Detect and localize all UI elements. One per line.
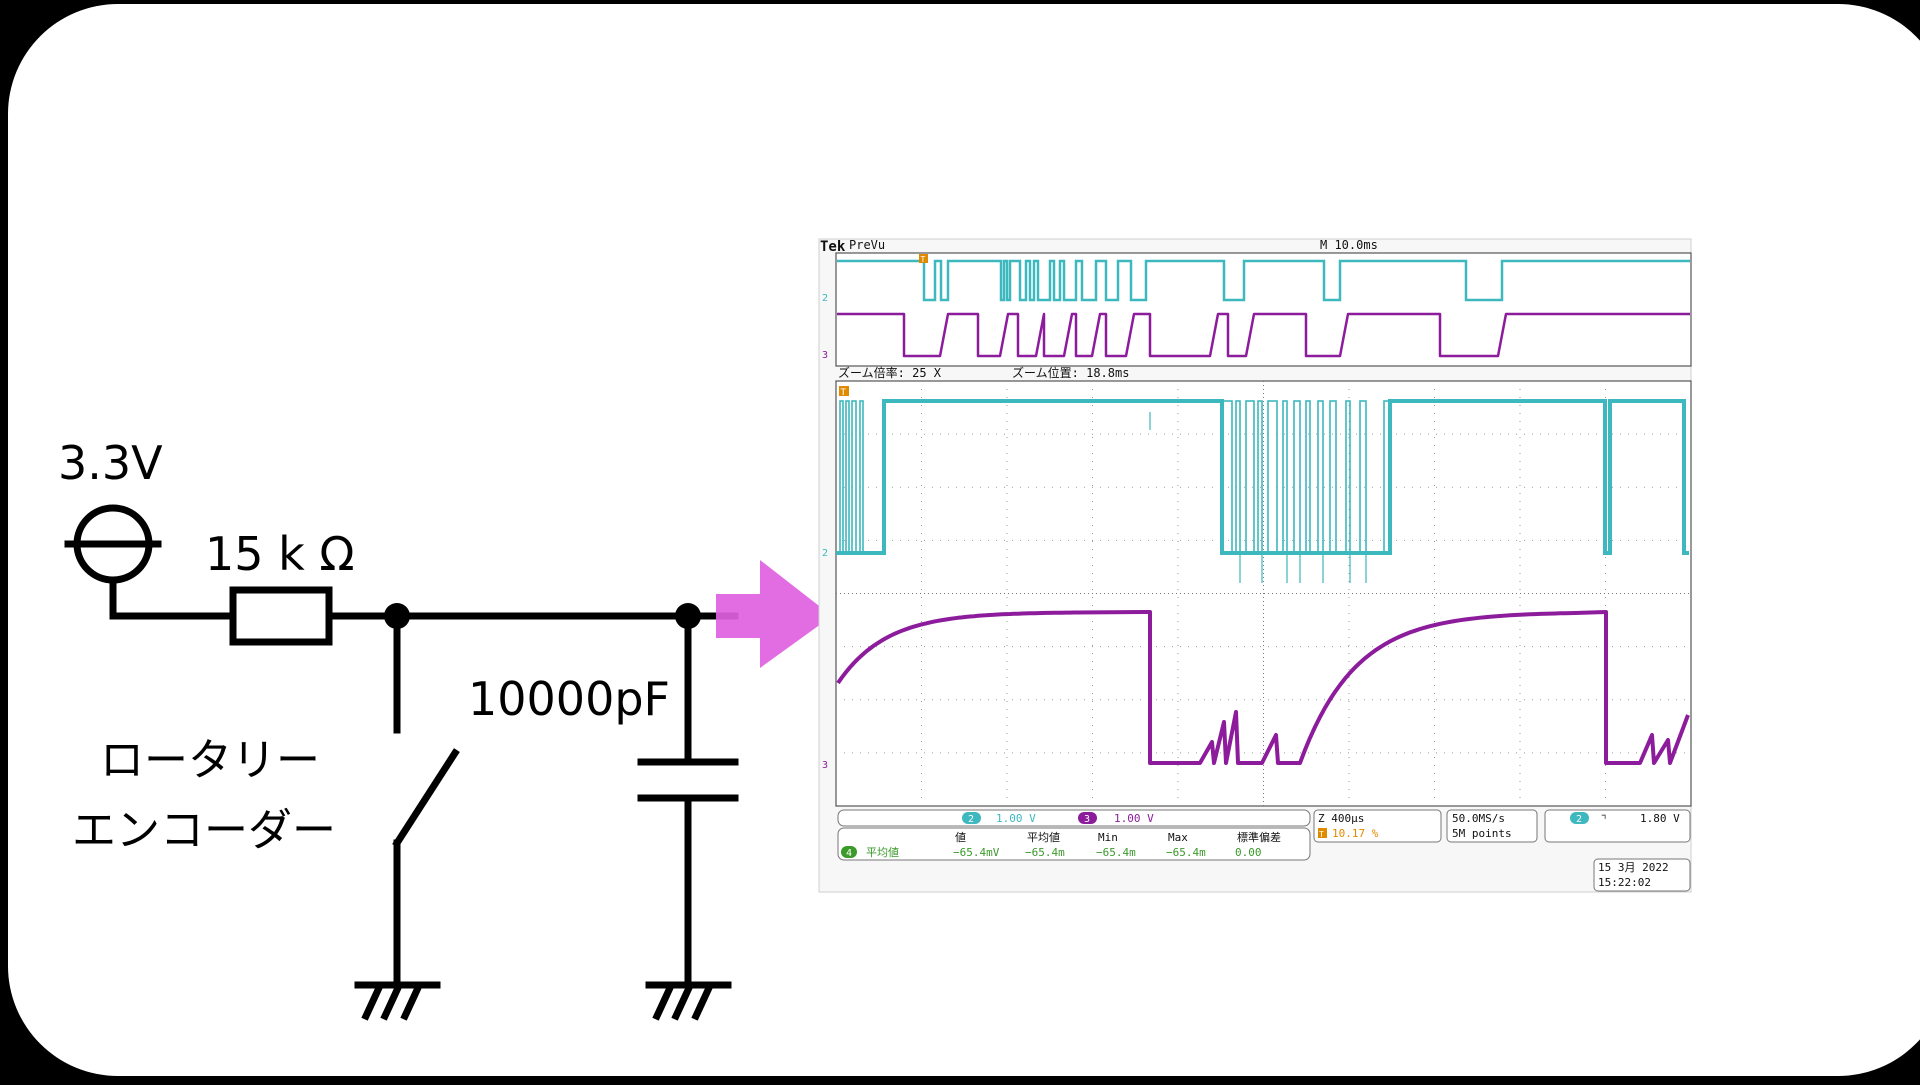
- overview-window: [835, 252, 1692, 367]
- ch2-bounce-pulse: [1345, 400, 1351, 554]
- ch4-badge: [841, 846, 857, 858]
- switch-blade: [392, 748, 460, 848]
- ground-symbol-switch: [354, 981, 441, 1021]
- zoom-ch3-marker: 3: [822, 760, 828, 771]
- ch3-badge: [1078, 812, 1097, 824]
- capacitor-label: 10000pF: [468, 672, 670, 726]
- overview-traces: [837, 259, 1690, 358]
- ch2-bounce-pulse: [1257, 400, 1263, 554]
- scope-timebase: M 10.0ms: [1320, 238, 1378, 252]
- measurement-header: Max: [1168, 831, 1188, 844]
- datetime-box: [1593, 858, 1691, 892]
- overview-ch2-marker: 2: [822, 293, 828, 304]
- circuit-diagram: 3.3V 15 k Ω ロータリー エンコーダー: [58, 436, 739, 1021]
- zoom-time: Z 400µs: [1318, 812, 1364, 825]
- svg-text:T: T: [841, 388, 847, 398]
- resistor-label: 15 k Ω: [205, 527, 355, 581]
- ch2-bounce-pulse: [1359, 400, 1367, 554]
- ch4-badge-label: 4: [846, 848, 852, 859]
- measurement-box: [837, 827, 1311, 861]
- ch2-bounce-pulse: [1235, 400, 1241, 554]
- ground-symbol-capacitor: [645, 981, 732, 1021]
- switch-label-line2: エンコーダー: [72, 805, 336, 856]
- horizontal-box: [1313, 809, 1442, 843]
- measurement-value: −65.4m: [1096, 846, 1136, 859]
- measurement-header: 平均値: [1027, 831, 1060, 844]
- record-length: 5M points: [1452, 827, 1512, 840]
- zoom-trigger-marker: T: [839, 386, 849, 398]
- ch2-bounce-pulse: [839, 400, 844, 554]
- ch2-bounce-pulse: [1305, 400, 1311, 554]
- supply-label: 3.3V: [58, 436, 163, 490]
- ch2-bounce-pulse: [1383, 400, 1391, 554]
- acquisition-box: [1446, 809, 1538, 843]
- ch3-scale: 1.00 V: [1114, 812, 1154, 825]
- measurement-value: 0.00: [1235, 846, 1262, 859]
- ch2-bounce-pulse: [1221, 400, 1233, 554]
- trigger-level: 1.80 V: [1640, 812, 1680, 825]
- oscilloscope-screenshot: Tek PreVu M 10.0ms T 2 3 ズーム倍率: 25 X ズーム…: [818, 238, 1692, 893]
- measurement-header: 標準偏差: [1237, 830, 1281, 844]
- measurement-header: Min: [1098, 831, 1118, 844]
- zoom-position-label: ズーム位置: 18.8ms: [1012, 365, 1129, 380]
- ch2-bounce-pulse: [1282, 400, 1288, 554]
- trigger-position: 10.17 %: [1332, 827, 1379, 840]
- overview-trigger-marker: T: [919, 254, 928, 264]
- probe-arrow-icon: [716, 560, 832, 668]
- measurement-name: 平均値: [866, 846, 899, 859]
- measurement-value: −65.4mV: [953, 846, 1000, 859]
- measurement-value: −65.4m: [1025, 846, 1065, 859]
- trigger-slope-icon: ⌝: [1600, 812, 1607, 826]
- trigger-pos-icon: [1318, 828, 1327, 838]
- ch2-bounce-pulse: [845, 400, 850, 554]
- sample-rate: 50.0MS/s: [1452, 812, 1505, 825]
- ch2-bounce-pulse: [1267, 400, 1278, 554]
- ch3-trace: [836, 610, 1690, 765]
- overview-ch2-trace: [837, 259, 1690, 302]
- zoom-ch2-marker: 2: [822, 548, 828, 559]
- channel-scale-box: [837, 809, 1311, 827]
- zoom-factor-label: ズーム倍率: 25 X: [838, 365, 942, 380]
- scope-brand: Tek: [820, 239, 846, 255]
- ch2-scale: 1.00 V: [996, 812, 1036, 825]
- overview-ch3-marker: 3: [822, 350, 828, 361]
- ch2-trace: [836, 399, 1689, 555]
- ch3-badge-label: 3: [1084, 814, 1090, 825]
- trigger-source-label: 2: [1576, 814, 1582, 825]
- overview-ch3-trace: [837, 312, 1690, 358]
- zoom-traces: [836, 399, 1690, 765]
- ch2-badge: [962, 812, 981, 824]
- svg-text:T: T: [1319, 830, 1324, 839]
- measurement-header: 値: [955, 831, 966, 844]
- measurement-values: −65.4mV −65.4m −65.4m −65.4m 0.00: [953, 846, 1262, 859]
- scope-mode: PreVu: [849, 238, 885, 252]
- svg-text:T: T: [921, 255, 926, 264]
- scope-date: 15 3月 2022: [1598, 861, 1669, 874]
- switch-label-line1: ロータリー: [100, 735, 320, 786]
- trigger-source-badge: [1570, 812, 1589, 824]
- ch2-bounce-pulse: [1245, 400, 1255, 554]
- zoom-graticule: [836, 381, 1691, 806]
- ch2-bounce-pulse: [851, 400, 857, 554]
- ch2-bounce-pulse: [1329, 400, 1337, 554]
- scope-time: 15:22:02: [1598, 876, 1651, 889]
- ch2-bounce-pulse: [1317, 400, 1324, 554]
- ch2-bounce-pulse: [859, 400, 864, 554]
- supply-terminal-symbol: [64, 504, 162, 620]
- measurement-headers: 値 平均値 Min Max 標準偏差: [955, 830, 1281, 844]
- ch2-bounce-pulse: [1293, 400, 1301, 554]
- measurement-value: −65.4m: [1166, 846, 1206, 859]
- ch2-badge-label: 2: [968, 814, 974, 825]
